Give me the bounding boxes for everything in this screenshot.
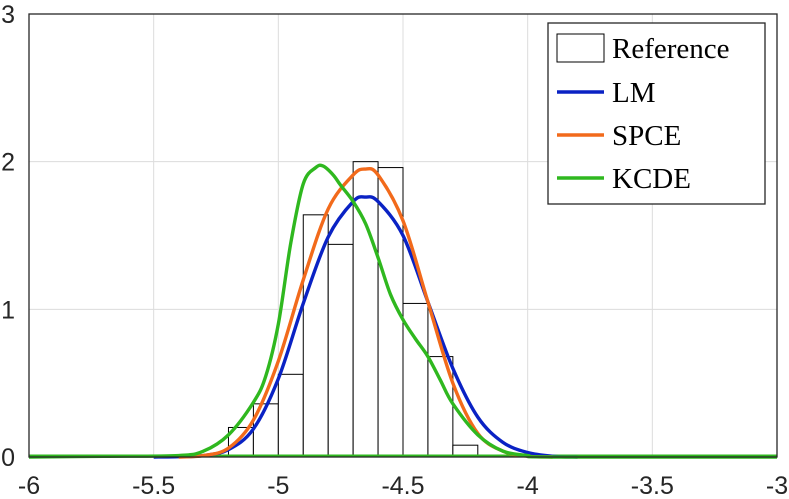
legend-swatch-reference <box>556 33 605 63</box>
legend: Reference LM SPCE KCDE <box>547 22 766 205</box>
x-tick-label: -5 <box>267 472 289 499</box>
x-tick-label: -3.5 <box>631 472 674 499</box>
legend-label-kcde: KCDE <box>612 163 691 195</box>
x-tick-label: -6 <box>18 472 40 499</box>
x-tick-label: -5.5 <box>132 472 175 499</box>
histogram-bar-2 <box>277 373 304 458</box>
y-tick-label: 1 <box>1 296 15 324</box>
y-tick-label: 2 <box>1 149 15 177</box>
x-tick-label: -4 <box>517 472 539 499</box>
histogram-bar-4 <box>327 243 354 458</box>
axes-box <box>28 13 778 458</box>
histogram-bar-3 <box>302 214 329 458</box>
x-tick-label: -4.5 <box>381 472 424 499</box>
legend-label-spce: SPCE <box>612 120 681 152</box>
legend-label-reference: Reference <box>612 33 730 65</box>
legend-label-lm: LM <box>612 77 656 109</box>
series-line-kcde <box>28 163 777 459</box>
series-lines <box>28 163 777 459</box>
y-tick-label: 3 <box>1 1 15 29</box>
x-tick-label: -3 <box>766 472 788 499</box>
y-tick-label: 0 <box>1 444 15 472</box>
